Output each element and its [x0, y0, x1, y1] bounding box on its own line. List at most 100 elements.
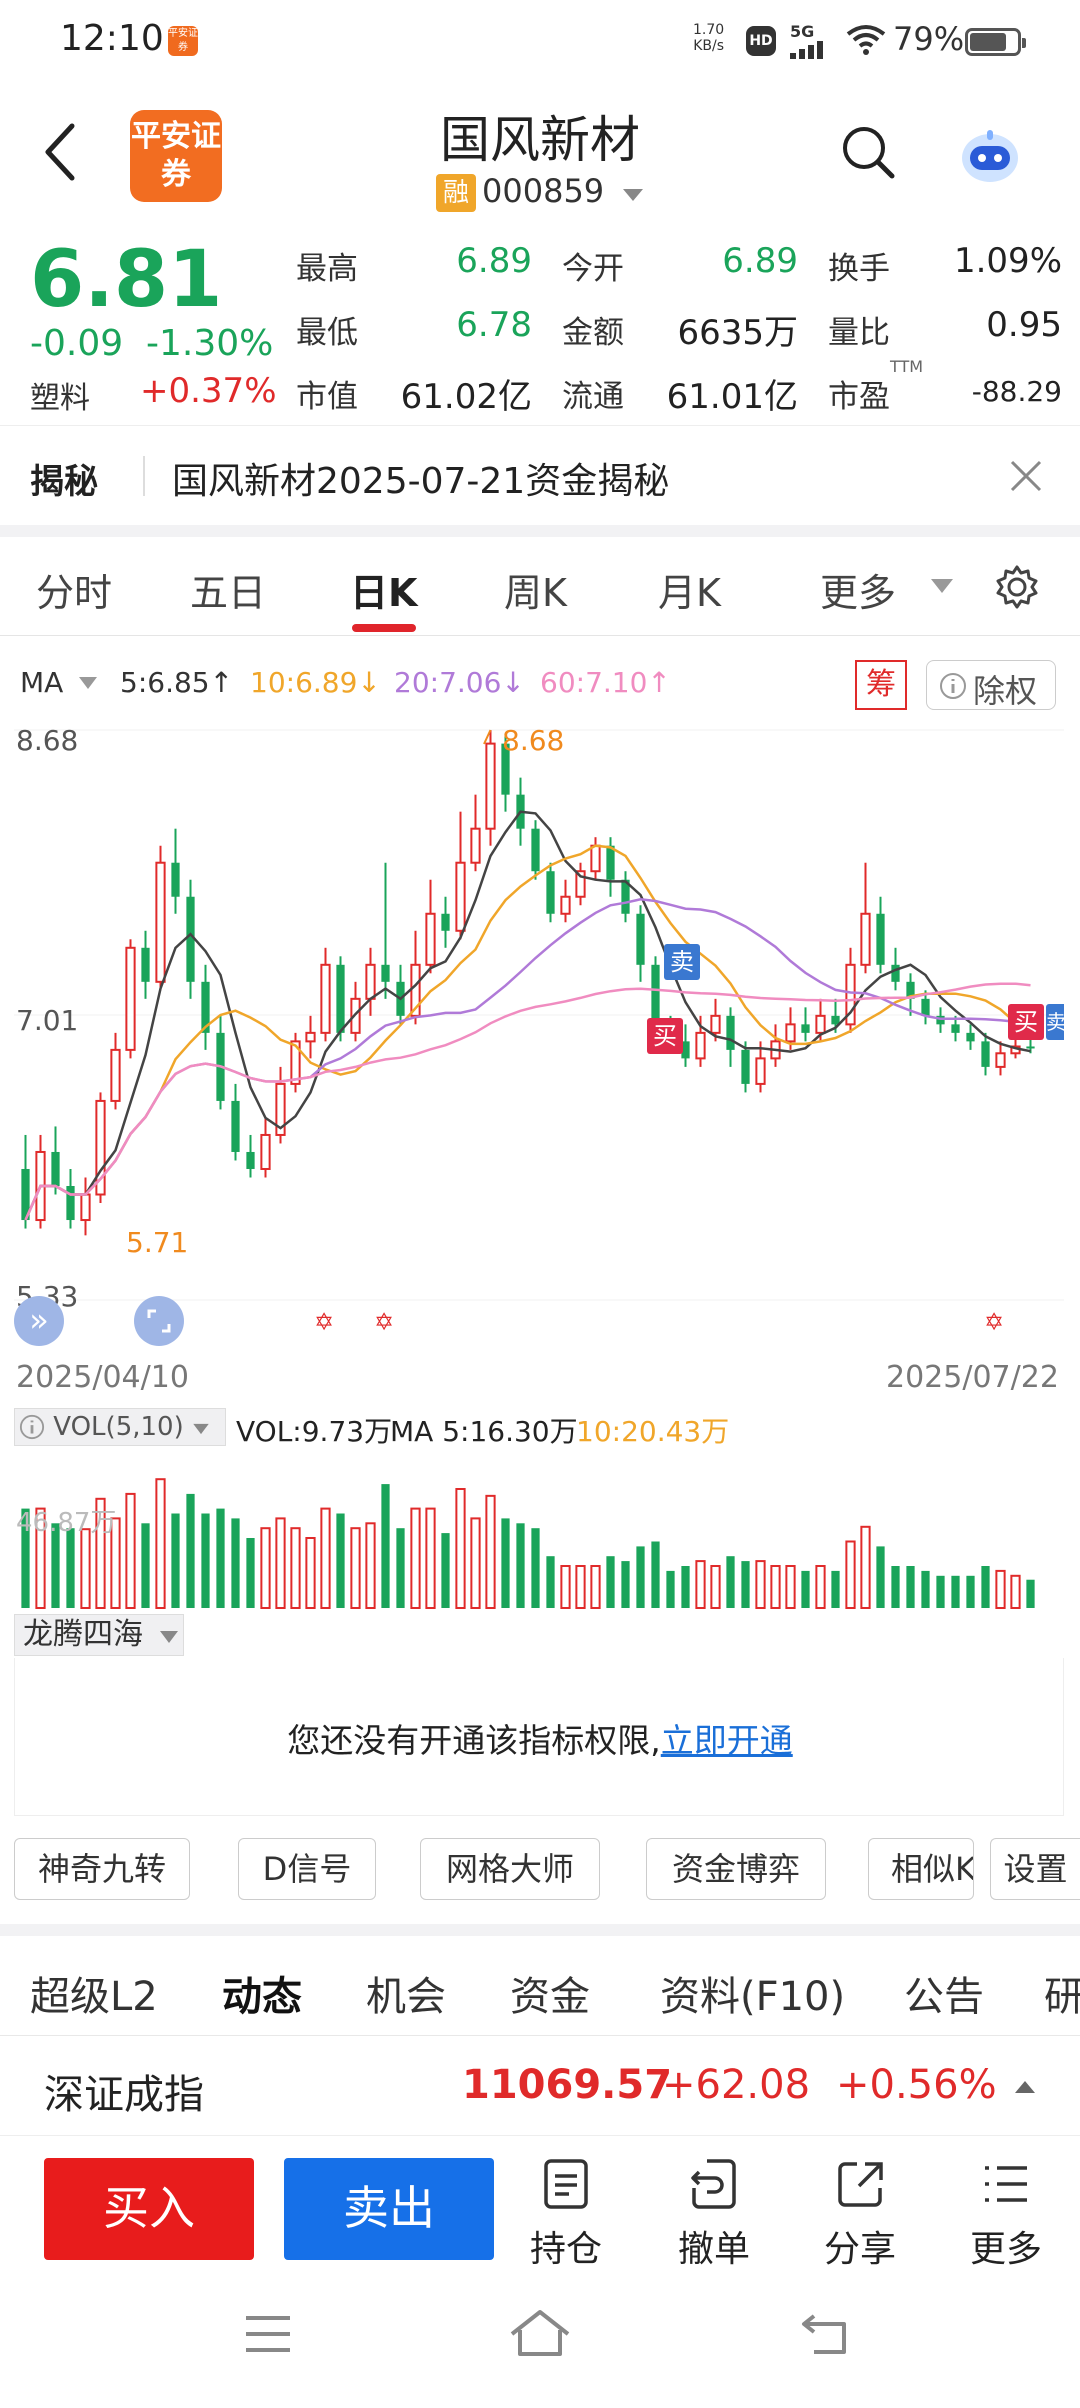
volume-bar [876, 1546, 885, 1608]
chip-distribution-button[interactable]: 筹 [855, 660, 907, 710]
tab-f10[interactable]: 资料(F10) [660, 1974, 846, 2020]
tab-more[interactable]: 更多 [820, 571, 897, 615]
fullscreen-icon[interactable] [134, 1296, 184, 1346]
kline-chart[interactable]: 8.68 7.01 5.33 8.68 5.71 卖 买 买 卖 » ✡ ✡ ✡ [14, 722, 1064, 1350]
chevron-up-icon[interactable] [1014, 2080, 1036, 2094]
index-ticker[interactable]: 深证成指 11069.57 +62.08 +0.56% [0, 2036, 1080, 2136]
mktcap-value: 61.02亿 [400, 377, 532, 417]
sector-label[interactable]: 塑料 [30, 381, 90, 416]
expand-panel-icon[interactable]: » [14, 1296, 64, 1346]
volume-bar [350, 1527, 361, 1609]
divider [143, 456, 145, 496]
cancel-order-button[interactable]: 撤单 [654, 2158, 774, 2272]
volume-bar [441, 1533, 450, 1608]
candle-body [815, 1014, 826, 1034]
candle-body [695, 1031, 706, 1060]
star-marker-icon: ✡ [984, 1308, 1005, 1336]
ma-line-ma60 [24, 982, 1031, 1221]
candle-body [455, 861, 466, 932]
tab-funds[interactable]: 资金 [510, 1974, 590, 2020]
volume-bar [621, 1561, 630, 1608]
open-now-link[interactable]: 立即开通 [660, 1721, 793, 1760]
margin-badge: 融 [436, 174, 476, 212]
robot-assistant-icon[interactable] [958, 126, 1022, 186]
share-button[interactable]: 分享 [800, 2158, 920, 2272]
volume-chart[interactable]: 46.87万 [14, 1448, 1064, 1610]
candle-body [560, 895, 571, 915]
volume-bar [546, 1556, 555, 1608]
reveal-text[interactable]: 国风新材2025-07-21资金揭秘 [172, 461, 670, 502]
sell-signal[interactable]: 卖 [1046, 1004, 1064, 1040]
active-tab-indicator [352, 624, 416, 632]
fund-reveal-bar[interactable]: 揭秘 国风新材2025-07-21资金揭秘 [0, 425, 1080, 525]
tab-weekly-k[interactable]: 周K [504, 571, 567, 615]
search-icon[interactable] [840, 124, 896, 180]
volume-bar [80, 1528, 91, 1609]
ma20-value: 20:7.06↓ [394, 666, 525, 699]
holdings-button[interactable]: 持仓 [506, 2158, 626, 2272]
candle-body [921, 998, 930, 1016]
low-value: 6.78 [456, 305, 532, 345]
tab-monthly-k[interactable]: 月K [658, 571, 721, 615]
volume-bar [155, 1478, 166, 1610]
signal-bars-icon [790, 40, 826, 59]
candle-body [246, 1151, 255, 1169]
candle-body [966, 1032, 975, 1042]
high-label: 最高 [296, 251, 358, 287]
signal-5g-label: 5G [790, 22, 815, 41]
low-marker-label: 5.71 [126, 1226, 189, 1259]
adjust-button[interactable]: 除权 [926, 660, 1056, 710]
volume-legend: VOL(5,10) VOL:9.73万 MA 5:16.30万 10:20.43… [14, 1408, 1080, 1448]
tool-d-signal[interactable]: D信号 [238, 1838, 376, 1900]
tab-five-day[interactable]: 五日 [190, 571, 267, 615]
candle-body [110, 1048, 121, 1102]
close-icon[interactable] [1008, 458, 1044, 494]
tab-intraday[interactable]: 分时 [36, 571, 113, 615]
tab-announcements[interactable]: 公告 [904, 1974, 984, 2020]
volume-bar [606, 1556, 615, 1608]
candle-body [726, 1015, 735, 1050]
indicator-selector[interactable]: 龙腾四海 [14, 1614, 184, 1656]
buy-button[interactable]: 买入 [44, 2158, 254, 2260]
tool-fund-game[interactable]: 资金博弈 [646, 1838, 826, 1900]
ma-selector[interactable]: MA [20, 666, 64, 699]
volume-bar [891, 1566, 900, 1608]
tab-daily-k[interactable]: 日K [350, 571, 418, 615]
tool-grid-master[interactable]: 网格大师 [420, 1838, 600, 1900]
buy-signal[interactable]: 买 [1008, 1004, 1044, 1040]
star-marker-icon: ✡ [374, 1308, 395, 1336]
volume-bar [785, 1565, 796, 1609]
battery-percent: 79% [893, 20, 965, 58]
stock-code-selector[interactable]: 融 000859 [436, 172, 644, 212]
tab-opportunity[interactable]: 机会 [366, 1974, 446, 2020]
back-nav-icon[interactable] [800, 2312, 850, 2356]
tab-super-l2[interactable]: 超级L2 [30, 1974, 158, 2020]
volume-bar [1010, 1574, 1021, 1610]
volume-bar [710, 1565, 721, 1609]
volume-bar [801, 1570, 810, 1608]
back-arrow-icon[interactable] [40, 120, 80, 184]
volume-bar [110, 1517, 121, 1609]
gear-icon[interactable] [994, 564, 1040, 610]
tab-research[interactable]: 研报 [1044, 1974, 1080, 2020]
info-icon [19, 1414, 45, 1440]
sell-signal[interactable]: 卖 [664, 944, 700, 980]
tool-magic-nine[interactable]: 神奇九转 [14, 1838, 190, 1900]
volume-axis-label: 46.87万 [16, 1508, 117, 1538]
more-label: 更多 [969, 2229, 1042, 2270]
index-name: 深证成指 [44, 2072, 204, 2118]
more-button[interactable]: 更多 [946, 2158, 1066, 2272]
volume-bar [141, 1523, 150, 1608]
stock-header: 平安证券 国风新材 融 000859 [0, 80, 1080, 225]
sell-button[interactable]: 卖出 [284, 2158, 494, 2260]
tab-news[interactable]: 动态 [222, 1974, 302, 2020]
buy-signal[interactable]: 买 [647, 1018, 683, 1054]
permission-text: 您还没有开通该指标权限, [287, 1721, 661, 1760]
candle-body [470, 827, 481, 864]
home-icon[interactable] [508, 2308, 572, 2358]
menu-icon[interactable] [244, 2314, 292, 2354]
tool-similar-k[interactable]: 相似K线 [868, 1838, 974, 1900]
ma60-value: 60:7.10↑ [540, 666, 671, 699]
volume-selector[interactable]: VOL(5,10) [14, 1408, 226, 1446]
tool-settings[interactable]: 设置 [990, 1838, 1080, 1900]
